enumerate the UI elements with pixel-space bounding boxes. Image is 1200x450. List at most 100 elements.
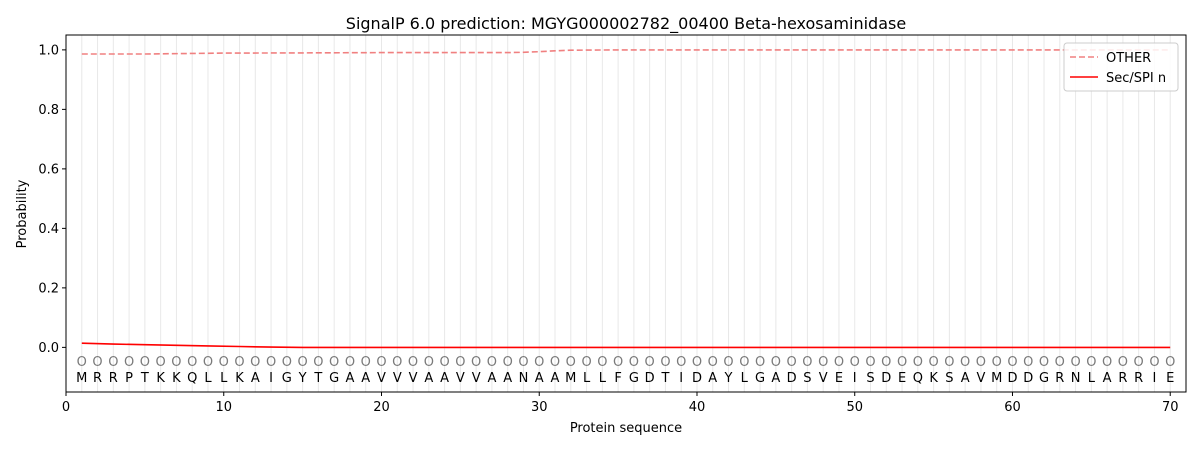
sequence-letter: S xyxy=(803,371,811,386)
x-axis-label: Protein sequence xyxy=(570,421,682,436)
state-label: O xyxy=(739,355,749,370)
state-label: O xyxy=(708,355,718,370)
sequence-letter: L xyxy=(599,371,607,386)
sequence-letter: A xyxy=(771,371,780,386)
legend: OTHER Sec/SPI n xyxy=(1063,42,1179,92)
y-axis-label: Probability xyxy=(15,179,30,248)
state-label: O xyxy=(834,355,844,370)
sequence-letter: L xyxy=(741,371,749,386)
sequence-letter: A xyxy=(345,371,354,386)
sequence-letter: V xyxy=(393,371,402,386)
sequence-letter: K xyxy=(235,371,244,386)
sequence-letter: D xyxy=(1023,371,1033,386)
state-label: O xyxy=(1118,355,1128,370)
sequence-letter: D xyxy=(881,371,891,386)
x-tick-label: 30 xyxy=(531,400,548,415)
sequence-letter: G xyxy=(282,371,292,386)
sequence-letter: K xyxy=(156,371,165,386)
sequence-letter: A xyxy=(251,371,260,386)
state-label: O xyxy=(1102,355,1112,370)
state-label: O xyxy=(439,355,449,370)
state-label: O xyxy=(960,355,970,370)
y-tick-label: 0.2 xyxy=(38,281,59,296)
sequence-letter: A xyxy=(1103,371,1112,386)
state-label: O xyxy=(250,355,260,370)
sequence-letter: K xyxy=(172,371,181,386)
state-label: O xyxy=(424,355,434,370)
state-label: O xyxy=(108,355,118,370)
state-label: O xyxy=(77,355,87,370)
state-label: O xyxy=(787,355,797,370)
sequence-letter: R xyxy=(1134,371,1143,386)
series-line-1 xyxy=(81,342,1171,349)
state-label: O xyxy=(913,355,923,370)
state-label: O xyxy=(471,355,481,370)
x-tick-label: 50 xyxy=(846,400,863,415)
state-label: O xyxy=(992,355,1002,370)
state-label: O xyxy=(455,355,465,370)
state-label: O xyxy=(550,355,560,370)
sequence-letter: V xyxy=(472,371,481,386)
state-label: O xyxy=(660,355,670,370)
sequence-letter: K xyxy=(929,371,938,386)
sequence-letter: S xyxy=(866,371,874,386)
sequence-letter: G xyxy=(755,371,765,386)
sequence-letter: S xyxy=(945,371,953,386)
state-label: O xyxy=(566,355,576,370)
state-label: O xyxy=(329,355,339,370)
sequence-letter: R xyxy=(109,371,118,386)
series-lines xyxy=(81,49,1171,349)
state-label: O xyxy=(581,355,591,370)
sequence-letter: T xyxy=(140,371,149,386)
sequence-letter: A xyxy=(361,371,370,386)
state-label: O xyxy=(645,355,655,370)
sequence-letter: Y xyxy=(724,371,733,386)
state-label: O xyxy=(140,355,150,370)
state-label: O xyxy=(361,355,371,370)
sequence-letter: D xyxy=(645,371,655,386)
sequence-letter: A xyxy=(961,371,970,386)
state-label: O xyxy=(755,355,765,370)
x-tick-label: 0 xyxy=(62,400,70,415)
sequence-letter: E xyxy=(898,371,906,386)
sequence-letter: R xyxy=(93,371,102,386)
state-label: O xyxy=(92,355,102,370)
sequence-letter: G xyxy=(329,371,339,386)
sequence-letter: L xyxy=(220,371,228,386)
sequence-letter: Q xyxy=(187,371,197,386)
sequence-letter: A xyxy=(503,371,512,386)
state-label: O xyxy=(976,355,986,370)
state-label: O xyxy=(881,355,891,370)
sequence-letter: Y xyxy=(298,371,307,386)
sequence-letter: G xyxy=(1039,371,1049,386)
state-label: O xyxy=(376,355,386,370)
x-tick-label: 70 xyxy=(1162,400,1179,415)
sequence-letter: M xyxy=(565,371,576,386)
sequence-letter: D xyxy=(1007,371,1017,386)
state-label: O xyxy=(1134,355,1144,370)
sequence-letter: I xyxy=(853,371,857,386)
state-label: O xyxy=(1055,355,1065,370)
state-label: O xyxy=(298,355,308,370)
state-label: O xyxy=(266,355,276,370)
state-label: O xyxy=(897,355,907,370)
state-label: O xyxy=(313,355,323,370)
state-label: O xyxy=(802,355,812,370)
state-label: O xyxy=(487,355,497,370)
sequence-letter: D xyxy=(787,371,797,386)
sequence-letter: T xyxy=(313,371,322,386)
x-tick-label: 40 xyxy=(689,400,706,415)
sequence-letter: M xyxy=(991,371,1002,386)
state-label: O xyxy=(187,355,197,370)
sequence-letter: A xyxy=(440,371,449,386)
legend-box xyxy=(1063,42,1179,92)
state-label: O xyxy=(865,355,875,370)
sequence-letter: V xyxy=(377,371,386,386)
state-label: O xyxy=(534,355,544,370)
x-tick-label: 10 xyxy=(215,400,232,415)
y-tick-label: 0.4 xyxy=(38,222,59,237)
y-axis: 0.0 0.2 0.4 0.6 0.8 1.0 xyxy=(38,43,66,356)
state-label: O xyxy=(1039,355,1049,370)
sequence-letter: A xyxy=(708,371,717,386)
